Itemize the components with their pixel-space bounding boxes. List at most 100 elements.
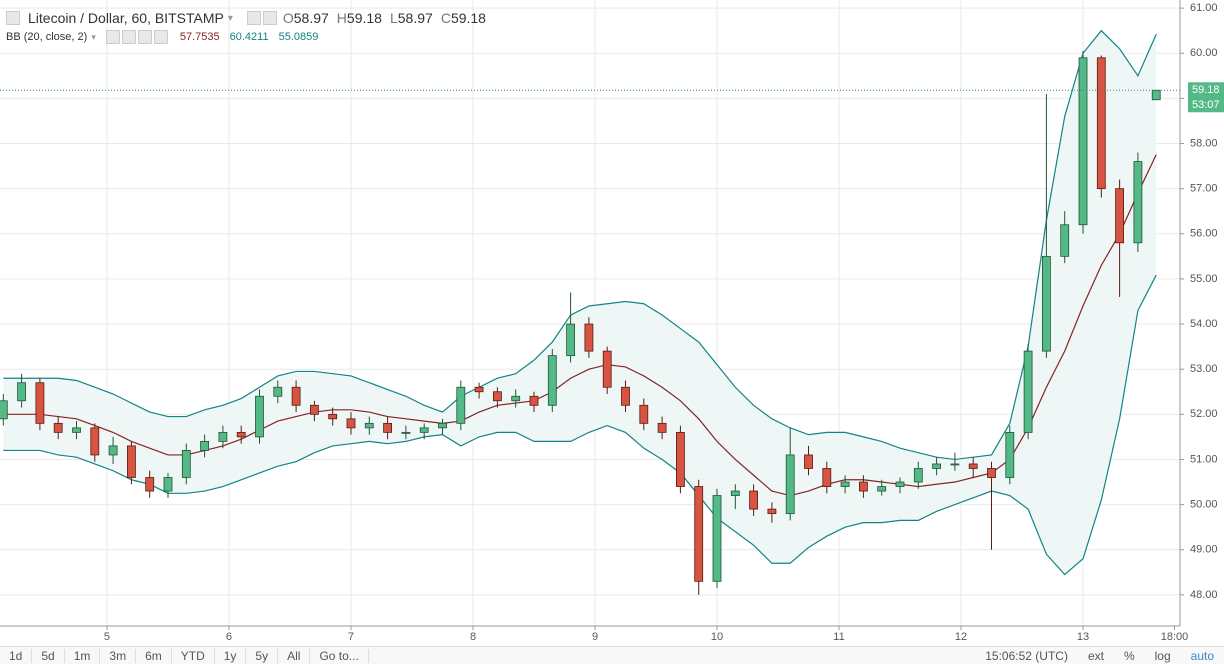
candle-body	[236, 431, 246, 438]
y-tick-label: 53.00	[1190, 363, 1218, 375]
candle-body	[749, 490, 759, 510]
candle-body	[584, 323, 594, 352]
toolbar-item[interactable]: log	[1154, 649, 1171, 663]
y-tick-label: 49.00	[1190, 544, 1218, 556]
candle-body	[785, 454, 795, 515]
candle-body	[0, 400, 8, 420]
y-tick-label: 55.00	[1190, 273, 1218, 285]
candle-body	[493, 391, 502, 402]
candle-body	[126, 445, 136, 478]
x-tick-label: 7	[348, 631, 354, 643]
candle-body	[767, 508, 777, 515]
candle-body	[602, 350, 612, 388]
x-tick-label: 9	[592, 631, 598, 643]
candle-body	[383, 422, 392, 433]
x-tick-label: 18:00	[1161, 631, 1189, 643]
toolbar-item[interactable]: All	[278, 649, 311, 663]
icon[interactable]	[105, 30, 120, 44]
indicator-title[interactable]: BB (20, close, 2)	[6, 31, 88, 43]
toolbar-item[interactable]: 5d	[32, 649, 65, 663]
y-tick-label: 60.00	[1190, 47, 1218, 59]
icon[interactable]	[137, 30, 152, 44]
candle-body	[474, 386, 484, 393]
candle-body	[657, 422, 667, 433]
candle-body	[35, 382, 45, 424]
candle-body	[1042, 255, 1051, 352]
candle-body	[877, 486, 887, 492]
bb-middle	[3, 154, 1157, 497]
candle-body	[1151, 89, 1161, 101]
candle-body	[1133, 161, 1143, 244]
toolbar-item[interactable]: 6m	[136, 649, 172, 663]
candle-body	[566, 323, 576, 357]
toolbar-item[interactable]: 5y	[246, 649, 279, 663]
candle-body	[108, 445, 118, 456]
candle-body	[419, 427, 429, 433]
toolbar-item[interactable]: YTD	[172, 649, 215, 663]
x-tick-label: 12	[955, 631, 967, 643]
candle-body	[712, 495, 722, 582]
y-tick-label: 54.00	[1190, 318, 1218, 330]
legend: Litecoin / Dollar, 60, BITSTAMP ▾ O 58.97…	[6, 8, 486, 46]
candle-body	[822, 468, 832, 487]
symbol-title[interactable]: Litecoin / Dollar, 60, BITSTAMP	[28, 10, 224, 26]
y-tick-label: 58.00	[1190, 137, 1218, 149]
candle-body	[200, 441, 209, 451]
toolbar-item[interactable]: auto	[1190, 649, 1214, 663]
bb-upper-value: 60.4211	[229, 31, 269, 43]
ohlc-key: O	[282, 10, 294, 26]
candle-body	[932, 463, 942, 469]
toolbar-item: 15:06:52 (UTC)	[985, 649, 1068, 663]
candle-body	[840, 481, 850, 487]
candle-body	[968, 463, 978, 469]
candle-body	[255, 395, 264, 438]
settings-icon[interactable]	[262, 11, 277, 25]
toolbar-item[interactable]: Go to...	[310, 649, 369, 663]
bottom-toolbar: 1d 5d 1m 3m 6m YTD 1y 5y All Go to... 15:06:52 (UT…	[0, 646, 1224, 664]
candle-body	[859, 481, 868, 492]
candle-body	[72, 427, 81, 433]
last-price-label: 59.18	[1192, 84, 1220, 96]
ohlc-value: 59.18	[450, 10, 486, 26]
ohlc-key: H	[336, 10, 347, 26]
visibility-icon[interactable]	[246, 11, 261, 25]
candle-body	[1115, 188, 1125, 244]
candle-body	[309, 404, 319, 415]
candle-body	[17, 382, 26, 402]
candle-body	[273, 386, 283, 397]
ohlc-key: C	[440, 10, 451, 26]
icon[interactable]	[153, 30, 168, 44]
ohlc-key: L	[389, 10, 398, 26]
toolbar-item[interactable]: 1y	[215, 649, 247, 663]
candle-body	[438, 422, 447, 429]
indicator-legend: BB (20, close, 2) ▾ 57.7535 60.4211 55.0…	[6, 30, 319, 44]
chart: 48.00 49.00 50.00 51.00 52.00 53.00 54.00 55.00…	[0, 0, 1224, 643]
toggle-icon[interactable]	[6, 11, 20, 25]
candle-body	[163, 477, 173, 492]
toolbar-item[interactable]: %	[1123, 649, 1135, 663]
y-tick-label: 50.00	[1190, 498, 1218, 510]
candle-body	[218, 431, 228, 442]
candle-body	[676, 431, 685, 487]
candle-body	[1078, 57, 1088, 226]
candle-body	[511, 395, 521, 402]
y-tick-label: 57.00	[1190, 183, 1218, 195]
bb-lower-value: 55.0859	[278, 31, 319, 43]
icon[interactable]	[121, 30, 136, 44]
candle-body	[401, 431, 411, 434]
toolbar-item[interactable]: 1m	[65, 649, 101, 663]
toolbar-item[interactable]: 3m	[100, 649, 137, 663]
ohlc-value: 58.97	[293, 10, 329, 26]
toolbar-item[interactable]: 1d	[0, 649, 33, 663]
x-tick-label: 13	[1077, 631, 1089, 643]
ohlc-value: 58.97	[397, 10, 433, 26]
candle-body	[456, 386, 466, 424]
series-legend: Litecoin / Dollar, 60, BITSTAMP ▾ O 58.97…	[6, 8, 486, 28]
candle-body	[181, 450, 191, 478]
candle-body	[895, 481, 905, 487]
candle-body	[987, 468, 996, 478]
toolbar-item[interactable]: ext	[1087, 649, 1104, 663]
candle-body	[913, 468, 923, 483]
toolbar-right: 15:06:52 (UTC) ext% log auto	[975, 649, 1224, 663]
